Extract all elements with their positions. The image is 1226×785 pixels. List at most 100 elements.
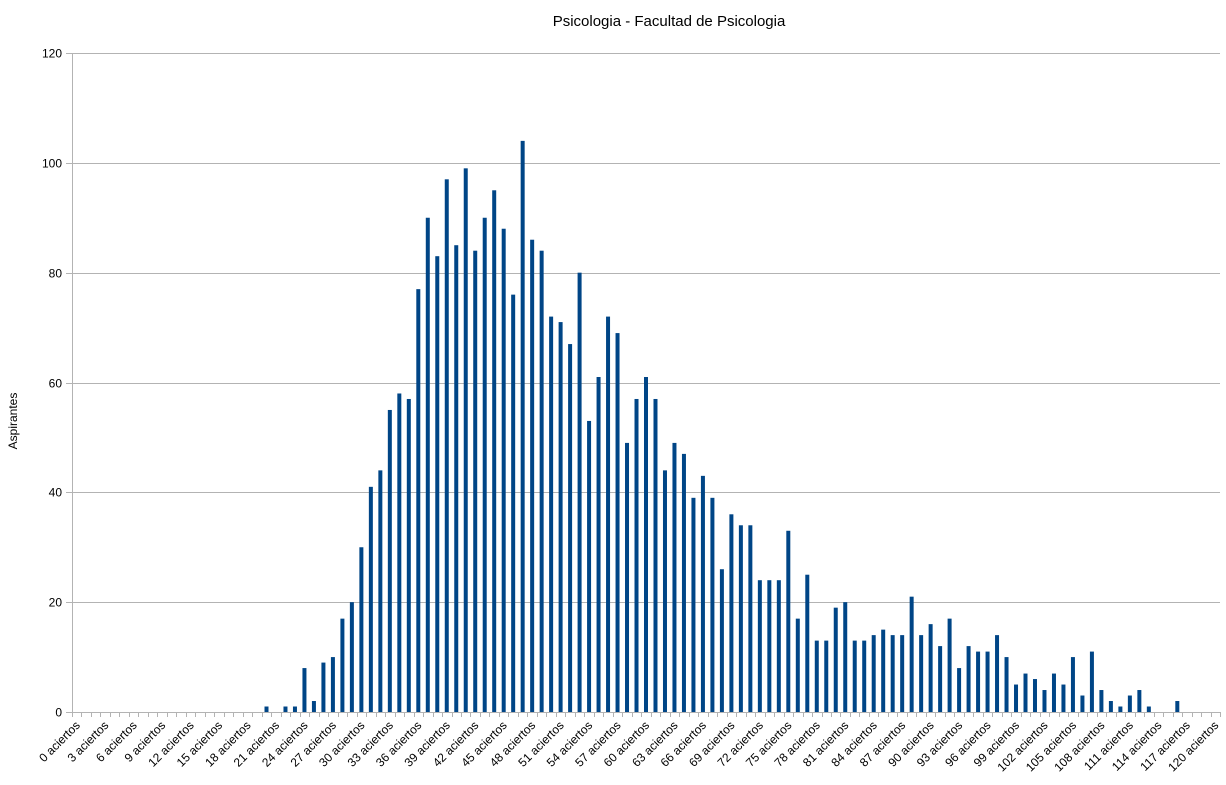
bar-30-aciertos [359,547,364,712]
bar-39-aciertos [444,179,449,712]
bar-112-aciertos [1137,690,1142,712]
bar-85-aciertos [881,629,886,713]
bar-45-aciertos [501,228,506,713]
bar-97-aciertos [995,635,1000,712]
y-tick-label: 60 [49,377,63,391]
bar-42-aciertos [473,250,478,712]
bar-75-aciertos [786,530,791,712]
y-tick-label: 20 [49,596,63,610]
bar-67-aciertos [710,497,715,712]
bar-55-aciertos [596,377,601,712]
bar-56-aciertos [606,316,611,712]
axes [72,53,1221,717]
bar-92-aciertos [947,618,952,712]
bar-103-aciertos [1051,673,1056,712]
bar-57-aciertos [615,333,620,712]
bar-81-aciertos [843,602,848,712]
bar-59-aciertos [634,398,639,712]
bar-43-aciertos [482,217,487,712]
bar-46-aciertos [511,294,516,712]
y-tick-label: 100 [42,157,62,171]
bar-66-aciertos [700,475,705,712]
bar-27-aciertos [330,657,335,712]
bar-76-aciertos [795,618,800,712]
bar-116-aciertos [1175,701,1180,712]
bar-95-aciertos [976,651,981,712]
bar-32-aciertos [378,470,383,712]
bar-58-aciertos [625,442,630,712]
bar-41-aciertos [463,168,468,712]
bar-69-aciertos [729,514,734,712]
bar-84-aciertos [871,635,876,712]
bar-52-aciertos [568,344,573,712]
bar-107-aciertos [1089,651,1094,712]
bar-94-aciertos [966,646,971,712]
bar-40-aciertos [454,245,459,712]
bar-93-aciertos [957,668,962,712]
bar-90-aciertos [928,624,933,712]
bar-68-aciertos [719,569,724,712]
y-tick-labels: 0 20 40 60 80 100 120 [42,47,62,720]
bar-82-aciertos [852,640,857,712]
bar-105-aciertos [1070,657,1075,712]
bar-89-aciertos [919,635,924,712]
bar-35-aciertos [406,398,411,712]
bar-101-aciertos [1032,679,1037,712]
bar-22-aciertos [283,706,288,712]
bar-80-aciertos [833,607,838,712]
y-axis-label: Aspirantes [6,393,20,450]
bar-31-aciertos [368,486,373,712]
chart-title: Psicologia - Facultad de Psicologia [553,13,786,30]
bar-25-aciertos [311,701,316,712]
bar-74-aciertos [776,580,781,712]
bar-64-aciertos [681,453,686,712]
bar-54-aciertos [587,420,592,712]
bar-47-aciertos [520,140,525,712]
bar-96-aciertos [985,651,990,712]
bar-61-aciertos [653,398,658,712]
bar-83-aciertos [862,640,867,712]
bar-98-aciertos [1004,657,1009,712]
bars [264,140,1180,713]
bar-51-aciertos [558,322,563,712]
bar-33-aciertos [387,409,392,712]
bar-113-aciertos [1146,706,1151,712]
bar-44-aciertos [492,190,497,713]
bar-23-aciertos [292,706,297,712]
y-tick-label: 40 [49,486,63,500]
y-tick-label: 80 [49,267,63,281]
bar-102-aciertos [1042,690,1047,712]
bar-104-aciertos [1061,684,1066,712]
bar-108-aciertos [1099,690,1104,712]
bar-48-aciertos [530,239,535,712]
bar-91-aciertos [938,646,943,712]
bar-73-aciertos [767,580,772,712]
bar-78-aciertos [814,640,819,712]
bar-71-aciertos [748,525,753,712]
bar-63-aciertos [672,442,677,712]
bar-49-aciertos [539,250,544,712]
bar-77-aciertos [805,574,810,712]
bar-24-aciertos [302,668,307,712]
bar-99-aciertos [1014,684,1019,712]
bar-29-aciertos [349,602,354,712]
bar-28-aciertos [340,618,345,712]
bar-20-aciertos [264,706,269,712]
bar-26-aciertos [321,662,326,712]
bar-62-aciertos [662,470,667,712]
bar-109-aciertos [1108,701,1113,712]
bar-72-aciertos [757,580,762,712]
bar-100-aciertos [1023,673,1028,712]
y-tick-label: 120 [42,47,62,61]
bar-106-aciertos [1080,695,1085,712]
bar-50-aciertos [549,316,554,712]
bar-88-aciertos [909,596,914,712]
bar-65-aciertos [691,497,696,712]
y-tick-label: 0 [55,706,62,720]
bar-86-aciertos [890,635,895,712]
bar-53-aciertos [577,272,582,712]
bar-110-aciertos [1118,706,1123,712]
bar-60-aciertos [644,377,648,712]
bar-87-aciertos [900,635,905,712]
